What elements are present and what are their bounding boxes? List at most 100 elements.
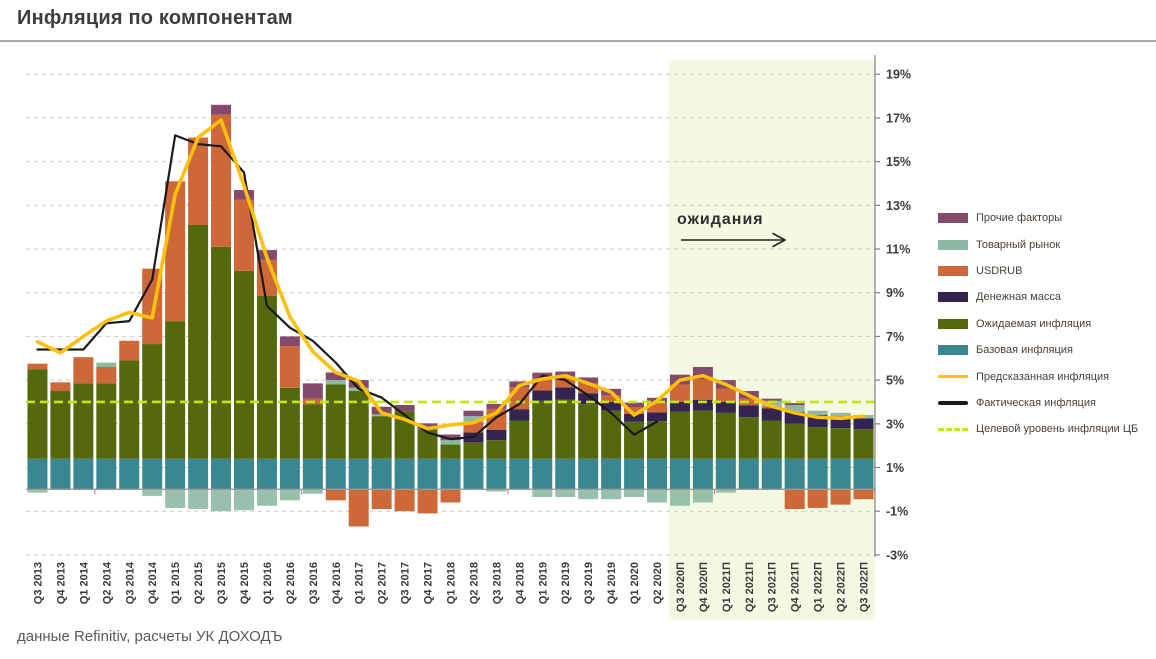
bar-segment-base: [807, 458, 828, 490]
legend-label: Товарный рынок: [976, 238, 1061, 251]
forecast-arrowhead-icon: [772, 232, 786, 248]
bar-segment-expected: [233, 270, 254, 459]
x-axis-label: Q1 2019: [537, 562, 549, 604]
bar-segment-expected: [715, 412, 736, 459]
bar-segment-usdrub: [509, 387, 530, 410]
bar-segment-expected: [647, 421, 668, 459]
legend-label: USDRUB: [976, 264, 1023, 277]
bar-segment-expected: [486, 440, 507, 459]
bar-segment-money: [669, 401, 690, 412]
bar-segment-other: [578, 377, 599, 384]
bar-segment-other: [486, 403, 507, 409]
y-axis-label: 7%: [886, 330, 904, 344]
bar-segment-base: [211, 458, 232, 490]
x-axis-label: Q2 2022П: [836, 562, 848, 612]
bar-segment-money: [624, 413, 645, 422]
bar-segment-usdrub: [188, 137, 209, 225]
bar-segment-base: [647, 458, 668, 490]
bar-segment-expected: [279, 387, 300, 459]
bar-segment-commodity: [463, 416, 484, 422]
bar-segment-commodity: [279, 489, 300, 501]
bar-segment-usdrub: [578, 383, 599, 394]
legend-label: Ожидаемая инфляция: [976, 317, 1092, 330]
bar-segment-expected: [807, 427, 828, 459]
y-axis-label: 3%: [886, 417, 904, 431]
bar-segment-commodity: [532, 489, 553, 497]
bar-segment-commodity: [830, 412, 851, 417]
bar-segment-expected: [555, 399, 576, 459]
x-axis-label: Q1 2022П: [813, 562, 825, 612]
bar-segment-commodity: [761, 400, 782, 407]
bar-segment-base: [555, 458, 576, 490]
bar-segment-usdrub: [279, 346, 300, 388]
bar-segment-commodity: [807, 410, 828, 416]
x-axis-label: Q2 2020: [652, 562, 664, 604]
legend-item: Целевой уровень инфляции ЦБ: [938, 416, 1156, 442]
bar-segment-money: [647, 412, 668, 422]
bar-segment-usdrub: [715, 388, 736, 402]
legend-swatch-bar-icon: [938, 345, 968, 356]
legend-item: Товарный рынок: [938, 231, 1156, 257]
x-axis-label: Q4 2016: [331, 562, 343, 604]
bar-segment-expected: [27, 369, 48, 459]
bar-segment-base: [302, 458, 323, 490]
bar-segment-expected: [784, 423, 805, 459]
x-axis-label: Q1 2016: [262, 562, 274, 604]
bar-segment-usdrub: [440, 489, 461, 503]
bar-segment-money: [578, 393, 599, 405]
x-axis-label: Q3 2016: [308, 562, 320, 604]
x-axis-label: Q1 2015: [170, 562, 182, 604]
y-axis-label: 19%: [886, 68, 911, 82]
bar-segment-usdrub: [325, 489, 346, 501]
bar-segment-expected: [165, 321, 186, 459]
bar-segment-usdrub: [830, 489, 851, 505]
bar-segment-expected: [830, 428, 851, 459]
bar-segment-expected: [211, 246, 232, 459]
bar-segment-base: [119, 458, 140, 490]
bar-segment-expected: [669, 411, 690, 459]
legend-swatch-dash-icon: [938, 427, 968, 431]
legend-label: Базовая инфляция: [976, 344, 1073, 357]
bar-segment-base: [348, 458, 369, 490]
bar-segment-expected: [119, 360, 140, 459]
legend-swatch-bar-icon: [938, 213, 968, 224]
x-axis-label: Q3 2017: [400, 562, 412, 604]
bar-segment-expected: [509, 420, 530, 459]
bar-segment-usdrub: [417, 489, 438, 514]
legend-label: Целевой уровень инфляции ЦБ: [976, 423, 1139, 436]
legend-swatch-bar-icon: [938, 239, 968, 250]
bar-segment-base: [784, 458, 805, 490]
bar-segment-commodity: [233, 489, 254, 511]
bar-segment-base: [624, 458, 645, 490]
bar-segment-base: [165, 458, 186, 490]
legend-label: Прочие факторы: [976, 212, 1063, 225]
bar-segment-usdrub: [624, 407, 645, 414]
y-axis-label: 13%: [886, 199, 911, 213]
bar-segment-other: [417, 423, 438, 430]
y-axis-label: 15%: [886, 155, 911, 169]
bar-segment-other: [761, 398, 782, 401]
x-axis-label: Q4 2019: [606, 562, 618, 604]
bar-segment-expected: [601, 410, 622, 459]
bar-segment-other: [302, 383, 323, 399]
bar-segment-base: [601, 458, 622, 490]
bar-segment-expected: [692, 410, 713, 459]
x-axis-label: Q2 2014: [101, 561, 113, 604]
y-axis-label: 1%: [886, 461, 904, 475]
legend-swatch-bar-icon: [938, 292, 968, 303]
legend-swatch-bar-icon: [938, 318, 968, 329]
bar-segment-base: [578, 458, 599, 490]
bar-segment-usdrub: [371, 489, 392, 510]
y-axis-label: 5%: [886, 374, 904, 388]
bar-segment-commodity: [96, 362, 117, 367]
bar-segment-commodity: [578, 489, 599, 500]
x-axis-label: Q3 2013: [32, 562, 44, 604]
bar-segment-base: [394, 458, 415, 490]
x-axis-label: Q2 2016: [285, 562, 297, 604]
bar-segment-usdrub: [463, 421, 484, 433]
bar-segment-base: [188, 458, 209, 490]
y-axis-label: 17%: [886, 111, 911, 125]
bar-segment-commodity: [440, 440, 461, 445]
bar-segment-base: [233, 458, 254, 490]
